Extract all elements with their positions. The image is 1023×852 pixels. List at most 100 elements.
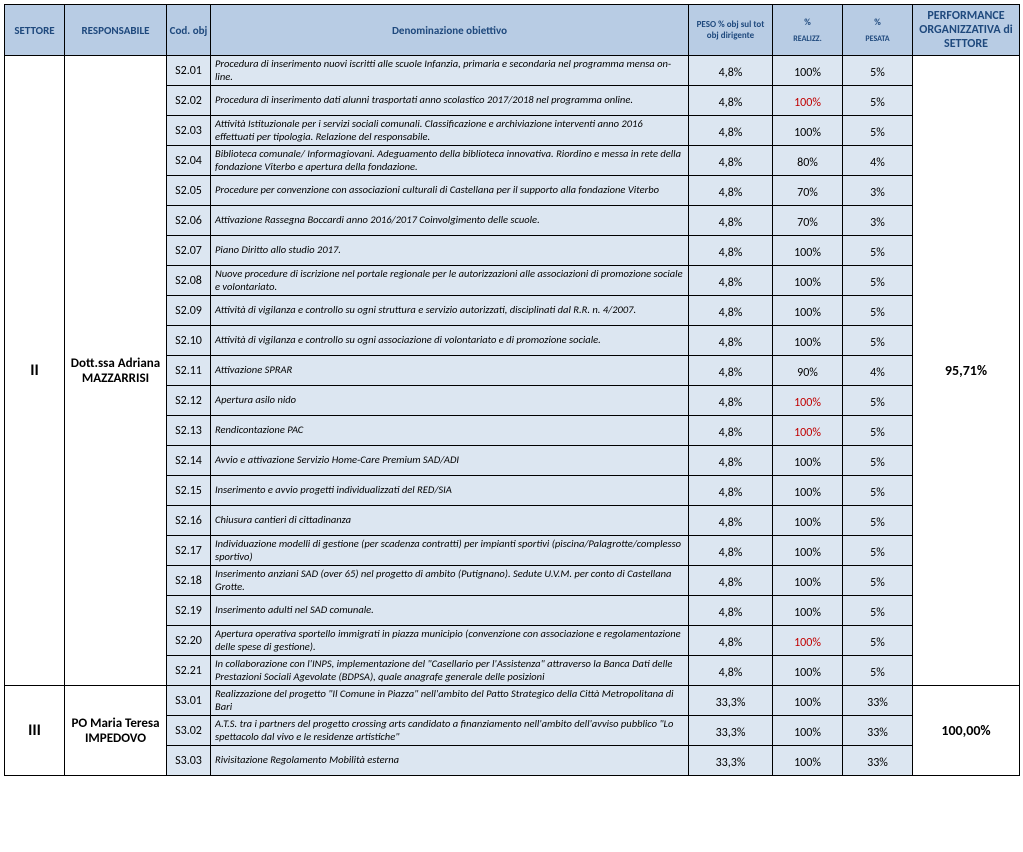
peso-cell: 4,8% bbox=[689, 656, 773, 686]
denom-cell: Rendicontazione PAC bbox=[211, 416, 689, 446]
realizz-cell: 100% bbox=[773, 446, 843, 476]
peso-cell: 4,8% bbox=[689, 626, 773, 656]
cod-cell: S2.04 bbox=[167, 146, 211, 176]
pesata-cell: 5% bbox=[843, 116, 913, 146]
denom-cell: Procedura di inserimento nuovi iscritti … bbox=[211, 56, 689, 86]
cod-cell: S2.17 bbox=[167, 536, 211, 566]
denom-cell: Inserimento e avvio progetti individuali… bbox=[211, 476, 689, 506]
realizz-cell: 100% bbox=[773, 476, 843, 506]
cod-cell: S2.10 bbox=[167, 326, 211, 356]
pesata-cell: 5% bbox=[843, 236, 913, 266]
realizz-cell: 100% bbox=[773, 86, 843, 116]
cod-cell: S2.07 bbox=[167, 236, 211, 266]
realizz-cell: 100% bbox=[773, 266, 843, 296]
header-realizz: % REALIZZ. bbox=[773, 5, 843, 56]
peso-cell: 33,3% bbox=[689, 686, 773, 716]
pesata-cell: 33% bbox=[843, 686, 913, 716]
realizz-cell: 100% bbox=[773, 746, 843, 776]
performance-cell: 100,00% bbox=[913, 686, 1020, 776]
pesata-cell: 5% bbox=[843, 656, 913, 686]
denom-cell: In collaborazione con l'INPS, implementa… bbox=[211, 656, 689, 686]
cod-cell: S2.12 bbox=[167, 386, 211, 416]
cod-cell: S3.03 bbox=[167, 746, 211, 776]
cod-cell: S2.01 bbox=[167, 56, 211, 86]
denom-cell: Realizzazione del progetto "Il Comune in… bbox=[211, 686, 689, 716]
cod-cell: S2.16 bbox=[167, 506, 211, 536]
pesata-cell: 5% bbox=[843, 506, 913, 536]
peso-cell: 4,8% bbox=[689, 446, 773, 476]
cod-cell: S2.20 bbox=[167, 626, 211, 656]
denom-cell: Apertura asilo nido bbox=[211, 386, 689, 416]
peso-cell: 4,8% bbox=[689, 236, 773, 266]
peso-cell: 33,3% bbox=[689, 716, 773, 746]
cod-cell: S2.05 bbox=[167, 176, 211, 206]
cod-cell: S2.13 bbox=[167, 416, 211, 446]
pesata-cell: 5% bbox=[843, 296, 913, 326]
peso-cell: 4,8% bbox=[689, 326, 773, 356]
header-cod: Cod. obj bbox=[167, 5, 211, 56]
cod-cell: S2.14 bbox=[167, 446, 211, 476]
pesata-cell: 4% bbox=[843, 356, 913, 386]
denom-cell: Biblioteca comunale/ Informagiovani. Ade… bbox=[211, 146, 689, 176]
pesata-cell: 3% bbox=[843, 176, 913, 206]
pesata-cell: 3% bbox=[843, 206, 913, 236]
realizz-cell: 100% bbox=[773, 116, 843, 146]
header-realizz-sub: REALIZZ. bbox=[775, 34, 840, 44]
cod-cell: S2.03 bbox=[167, 116, 211, 146]
peso-cell: 4,8% bbox=[689, 386, 773, 416]
pesata-cell: 5% bbox=[843, 476, 913, 506]
responsabile-cell: PO Maria Teresa IMPEDOVO bbox=[65, 686, 167, 776]
peso-cell: 4,8% bbox=[689, 506, 773, 536]
table-row: IIDott.ssa Adriana MAZZARRISIS2.01Proced… bbox=[5, 56, 1020, 86]
pesata-cell: 5% bbox=[843, 266, 913, 296]
realizz-cell: 70% bbox=[773, 206, 843, 236]
peso-cell: 4,8% bbox=[689, 356, 773, 386]
peso-cell: 4,8% bbox=[689, 596, 773, 626]
denom-cell: Attività Istituzionale per i servizi soc… bbox=[211, 116, 689, 146]
cod-cell: S3.02 bbox=[167, 716, 211, 746]
header-pesata-sub: PESATA bbox=[845, 34, 910, 44]
pesata-cell: 5% bbox=[843, 446, 913, 476]
table-body: IIDott.ssa Adriana MAZZARRISIS2.01Proced… bbox=[5, 56, 1020, 776]
header-performance: PERFORMANCE ORGANIZZATIVA di SETTORE bbox=[913, 5, 1020, 56]
cod-cell: S2.18 bbox=[167, 566, 211, 596]
denom-cell: Inserimento adulti nel SAD comunale. bbox=[211, 596, 689, 626]
header-realizz-top: % bbox=[804, 17, 811, 28]
denom-cell: Chiusura cantieri di cittadinanza bbox=[211, 506, 689, 536]
pesata-cell: 33% bbox=[843, 716, 913, 746]
peso-cell: 4,8% bbox=[689, 206, 773, 236]
realizz-cell: 100% bbox=[773, 416, 843, 446]
header-responsabile: RESPONSABILE bbox=[65, 5, 167, 56]
realizz-cell: 100% bbox=[773, 386, 843, 416]
pesata-cell: 5% bbox=[843, 86, 913, 116]
responsabile-cell: Dott.ssa Adriana MAZZARRISI bbox=[65, 56, 167, 686]
pesata-cell: 5% bbox=[843, 386, 913, 416]
denom-cell: Inserimento anziani SAD (over 65) nel pr… bbox=[211, 566, 689, 596]
realizz-cell: 100% bbox=[773, 716, 843, 746]
realizz-cell: 100% bbox=[773, 236, 843, 266]
peso-cell: 4,8% bbox=[689, 56, 773, 86]
denom-cell: Avvio e attivazione Servizio Home-Care P… bbox=[211, 446, 689, 476]
peso-cell: 4,8% bbox=[689, 176, 773, 206]
header-denom: Denominazione obiettivo bbox=[211, 5, 689, 56]
pesata-cell: 5% bbox=[843, 56, 913, 86]
cod-cell: S2.02 bbox=[167, 86, 211, 116]
realizz-cell: 100% bbox=[773, 536, 843, 566]
peso-cell: 4,8% bbox=[689, 146, 773, 176]
header-peso: PESO % obj sul tot obj dirigente bbox=[689, 5, 773, 56]
cod-cell: S3.01 bbox=[167, 686, 211, 716]
peso-cell: 4,8% bbox=[689, 476, 773, 506]
pesata-cell: 33% bbox=[843, 746, 913, 776]
cod-cell: S2.19 bbox=[167, 596, 211, 626]
settore-cell: III bbox=[5, 686, 65, 776]
pesata-cell: 4% bbox=[843, 146, 913, 176]
denom-cell: Attivazione Rassegna Boccardi anno 2016/… bbox=[211, 206, 689, 236]
objectives-table: SETTORE RESPONSABILE Cod. obj Denominazi… bbox=[4, 4, 1020, 776]
realizz-cell: 90% bbox=[773, 356, 843, 386]
realizz-cell: 100% bbox=[773, 656, 843, 686]
denom-cell: Nuove procedure di iscrizione nel portal… bbox=[211, 266, 689, 296]
realizz-cell: 100% bbox=[773, 626, 843, 656]
cod-cell: S2.11 bbox=[167, 356, 211, 386]
header-pesata-top: % bbox=[874, 17, 881, 28]
table-row: IIIPO Maria Teresa IMPEDOVOS3.01Realizza… bbox=[5, 686, 1020, 716]
